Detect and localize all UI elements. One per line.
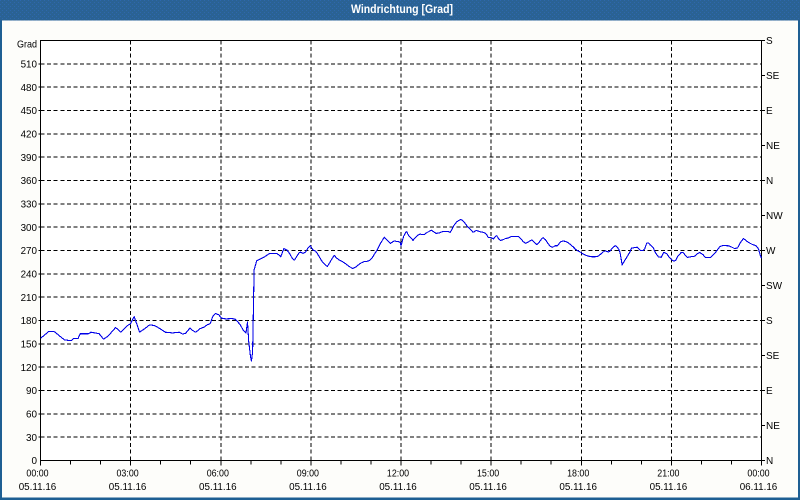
svg-text:18:00: 18:00 bbox=[567, 469, 590, 480]
svg-text:00:00: 00:00 bbox=[747, 469, 770, 480]
svg-text:N: N bbox=[766, 176, 773, 187]
svg-text:N: N bbox=[766, 456, 773, 467]
svg-text:60: 60 bbox=[26, 409, 37, 421]
svg-text:15:00: 15:00 bbox=[477, 469, 500, 480]
svg-text:Grad: Grad bbox=[17, 39, 37, 51]
svg-text:240: 240 bbox=[21, 269, 38, 281]
svg-text:E: E bbox=[766, 106, 773, 117]
svg-text:21:00: 21:00 bbox=[657, 469, 680, 480]
svg-text:210: 210 bbox=[21, 292, 38, 304]
svg-text:390: 390 bbox=[21, 152, 38, 164]
svg-text:NE: NE bbox=[766, 421, 780, 432]
svg-text:05.11.16: 05.11.16 bbox=[650, 482, 688, 493]
svg-text:05.11.16: 05.11.16 bbox=[109, 482, 147, 493]
svg-text:05.11.16: 05.11.16 bbox=[199, 482, 237, 493]
svg-text:300: 300 bbox=[21, 222, 38, 234]
svg-text:SW: SW bbox=[766, 281, 783, 292]
svg-text:330: 330 bbox=[21, 199, 38, 211]
svg-text:06.11.16: 06.11.16 bbox=[740, 482, 778, 493]
svg-text:05.11.16: 05.11.16 bbox=[19, 482, 57, 493]
svg-text:06:00: 06:00 bbox=[207, 469, 230, 480]
svg-text:480: 480 bbox=[21, 82, 38, 94]
svg-text:12:00: 12:00 bbox=[387, 469, 410, 480]
svg-text:120: 120 bbox=[21, 362, 38, 374]
svg-text:360: 360 bbox=[21, 175, 38, 187]
svg-text:180: 180 bbox=[21, 315, 38, 327]
svg-text:05.11.16: 05.11.16 bbox=[559, 482, 597, 493]
svg-text:NE: NE bbox=[766, 141, 780, 152]
svg-text:05.11.16: 05.11.16 bbox=[469, 482, 507, 493]
svg-text:S: S bbox=[766, 316, 773, 327]
svg-text:SE: SE bbox=[766, 71, 780, 82]
svg-text:270: 270 bbox=[21, 245, 38, 257]
svg-text:W: W bbox=[766, 246, 776, 257]
svg-text:90: 90 bbox=[26, 385, 37, 397]
svg-text:00:00: 00:00 bbox=[26, 469, 49, 480]
svg-text:450: 450 bbox=[21, 105, 38, 117]
svg-text:510: 510 bbox=[21, 59, 38, 71]
svg-text:S: S bbox=[766, 36, 773, 47]
svg-text:Windrichtung [Grad]: Windrichtung [Grad] bbox=[351, 2, 453, 16]
svg-text:30: 30 bbox=[26, 432, 37, 444]
svg-text:05.11.16: 05.11.16 bbox=[379, 482, 417, 493]
svg-text:05.11.16: 05.11.16 bbox=[289, 482, 327, 493]
svg-text:150: 150 bbox=[21, 339, 38, 351]
svg-text:0: 0 bbox=[32, 455, 38, 467]
svg-text:420: 420 bbox=[21, 129, 38, 141]
svg-text:E: E bbox=[766, 386, 773, 397]
svg-text:09:00: 09:00 bbox=[297, 469, 320, 480]
svg-text:SE: SE bbox=[766, 351, 780, 362]
svg-text:NW: NW bbox=[766, 211, 783, 222]
svg-text:03:00: 03:00 bbox=[117, 469, 140, 480]
